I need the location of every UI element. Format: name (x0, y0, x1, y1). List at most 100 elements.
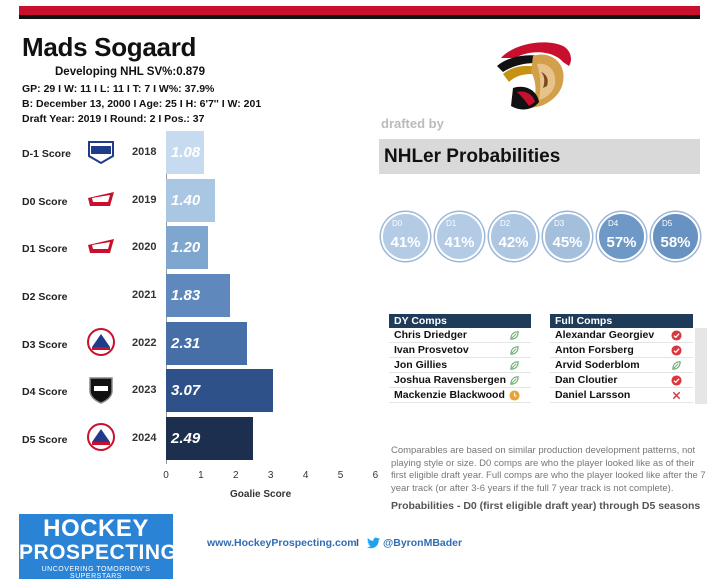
website-link[interactable]: www.HockeyProspecting.com (207, 537, 357, 549)
score-bar-value: 1.83 (171, 287, 201, 304)
player-bio: B: December 13, 2000 I Age: 25 I H: 6'7'… (22, 98, 262, 110)
comp-row: Joshua Ravensbergen (389, 373, 531, 388)
score-bar: 3.07 (166, 369, 274, 412)
score-row-year: 2023 (132, 384, 157, 396)
score-row-label: D2 Score (22, 291, 68, 303)
player-status: Developing NHL SV%:0.879 (55, 66, 205, 78)
leaf-icon (509, 345, 520, 361)
twitter-handle[interactable]: @ByronMBader (383, 537, 463, 549)
player-stats: GP: 29 I W: 11 I L: 11 I T: 7 I W%: 37.9… (22, 83, 215, 95)
leaf-icon (671, 360, 682, 376)
comp-player-name: Dan Cloutier (555, 374, 618, 386)
leaf-icon (509, 330, 520, 346)
comp-row: Ivan Prosvetov (389, 343, 531, 358)
header-bar-red (19, 6, 700, 15)
probability-circle-d1: D1 41% (435, 212, 484, 261)
footer-separator: I (356, 537, 359, 549)
probability-season-label: D0 (392, 219, 403, 228)
comp-row: Daniel Larsson (550, 388, 693, 403)
ahl-league-logo (86, 327, 116, 357)
score-bar-value: 1.20 (171, 239, 201, 256)
x-axis-tick: 0 (163, 470, 169, 481)
player-name: Mads Sogaard (22, 32, 197, 62)
comp-player-name: Joshua Ravensbergen (394, 374, 507, 386)
score-row-year: 2018 (132, 146, 157, 158)
probability-value: 45% (552, 234, 583, 251)
comp-player-name: Alexandar Georgiev (555, 329, 655, 341)
score-bar-value: 2.31 (171, 335, 201, 352)
ottawa-senators-logo (493, 36, 579, 116)
comparables-note: Comparables are based on similar product… (391, 445, 706, 494)
full-comps-table: Full Comps Alexandar Georgiev Anton Forsb… (550, 314, 693, 403)
brand-line2: PROSPECTING (19, 541, 178, 564)
score-bar: 1.40 (166, 179, 215, 222)
probability-value: 57% (606, 234, 637, 251)
whl-league-logo (86, 184, 116, 214)
score-row-year: 2020 (132, 241, 157, 253)
score-row-label: D5 Score (22, 434, 68, 446)
comp-player-name: Jon Gillies (394, 359, 448, 371)
probability-value: 42% (498, 234, 529, 251)
probability-circle-d3: D3 45% (543, 212, 592, 261)
player-draft-info: Draft Year: 2019 I Round: 2 I Pos.: 37 (22, 113, 205, 125)
x-axis-tick: 3 (267, 470, 274, 481)
probability-season-label: D4 (608, 219, 619, 228)
score-row-label: D3 Score (22, 339, 68, 351)
probability-season-label: D3 (554, 219, 565, 228)
comp-row: Chris Driedger (389, 328, 531, 343)
probability-season-label: D5 (662, 219, 673, 228)
score-bar: 1.83 (166, 274, 230, 317)
comp-row: Mackenzie Blackwood (389, 388, 531, 403)
x-icon (671, 390, 682, 406)
brand-tagline: UNCOVERING TOMORROW'S SUPERSTARS (41, 566, 151, 580)
comp-row: Arvid Soderblom (550, 358, 693, 373)
probabilities-header-bg (379, 139, 700, 174)
probability-circle-d0: D0 41% (381, 212, 430, 261)
leaf-icon (509, 360, 520, 376)
score-bar: 2.31 (166, 322, 247, 365)
comps-scrollbar[interactable] (695, 328, 707, 404)
x-axis-label: Goalie Score (230, 489, 292, 500)
x-axis-tick: 4 (302, 470, 309, 481)
score-bar: 1.20 (166, 226, 208, 269)
score-bar: 1.08 (166, 131, 204, 174)
comp-player-name: Mackenzie Blackwood (394, 389, 505, 401)
whl-league-logo (86, 231, 116, 261)
score-row-label: D-1 Score (22, 148, 72, 160)
score-row-label: D4 Score (22, 386, 68, 398)
score-row-year: 2022 (132, 337, 157, 349)
comp-player-name: Chris Driedger (394, 329, 467, 341)
probability-value: 41% (390, 234, 421, 251)
score-row-year: 2024 (132, 432, 157, 444)
score-row-year: 2021 (132, 289, 157, 301)
probability-season-label: D2 (500, 219, 511, 228)
score-row-year: 2019 (132, 194, 157, 206)
comp-row: Jon Gillies (389, 358, 531, 373)
comp-player-name: Anton Forsberg (555, 344, 634, 356)
dy-comps-header: DY Comps (389, 314, 531, 328)
x-axis-tick: 2 (233, 470, 239, 481)
score-bar: 2.49 (166, 417, 253, 460)
score-bar-value: 3.07 (171, 382, 201, 399)
score-bar-value: 2.49 (171, 430, 201, 447)
header-bar-black (19, 15, 700, 19)
nahl-league-logo (86, 136, 116, 166)
check-icon (671, 375, 682, 391)
brand-line1: HOCKEY (43, 515, 149, 542)
score-bar-value: 1.08 (171, 144, 201, 161)
x-axis-tick: 1 (198, 470, 204, 481)
probability-value: 58% (660, 234, 691, 251)
probability-value: 41% (444, 234, 475, 251)
twitter-icon (367, 536, 380, 554)
comp-player-name: Arvid Soderblom (555, 359, 640, 371)
leaf-icon (509, 375, 520, 391)
probability-circle-d4: D4 57% (597, 212, 646, 261)
x-axis-tick: 6 (372, 470, 379, 481)
clock-icon (509, 390, 520, 406)
comp-row: Dan Cloutier (550, 373, 693, 388)
probability-season-label: D1 (446, 219, 457, 228)
dy-comps-table: DY Comps Chris Driedger Ivan Prosvetov Jon… (389, 314, 531, 403)
score-bar-value: 1.40 (171, 192, 201, 209)
comp-player-name: Daniel Larsson (555, 389, 631, 401)
probabilities-title: NHLer Probabilities (384, 146, 561, 167)
